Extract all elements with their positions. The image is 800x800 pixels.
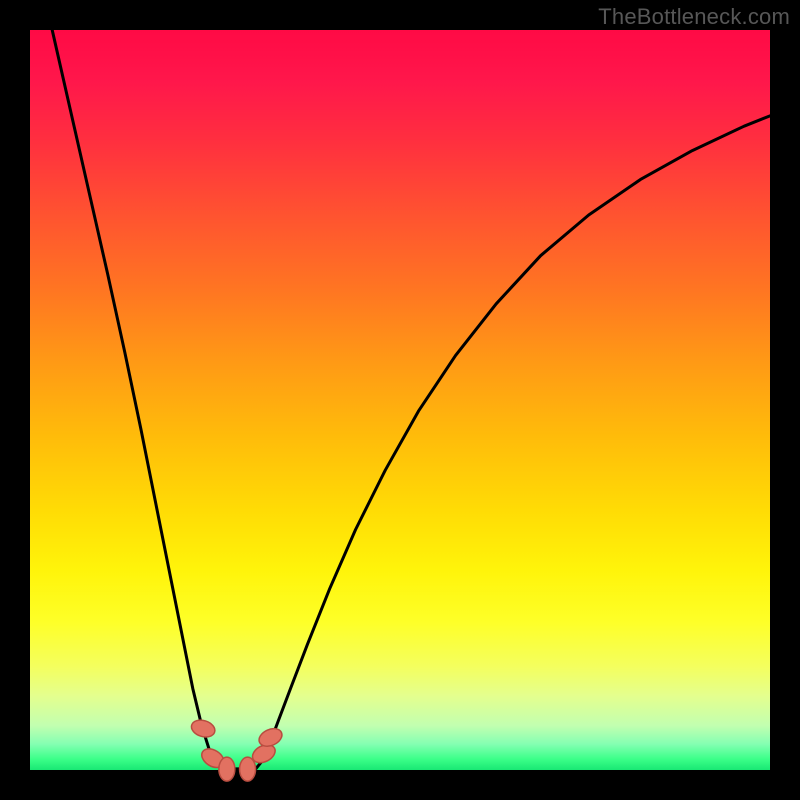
data-marker bbox=[219, 757, 235, 781]
plot-svg bbox=[30, 30, 770, 770]
plot-area bbox=[30, 30, 770, 770]
data-marker bbox=[240, 757, 256, 781]
outer-frame: TheBottleneck.com bbox=[0, 0, 800, 800]
watermark-text: TheBottleneck.com bbox=[598, 4, 790, 30]
gradient-background bbox=[30, 30, 770, 770]
